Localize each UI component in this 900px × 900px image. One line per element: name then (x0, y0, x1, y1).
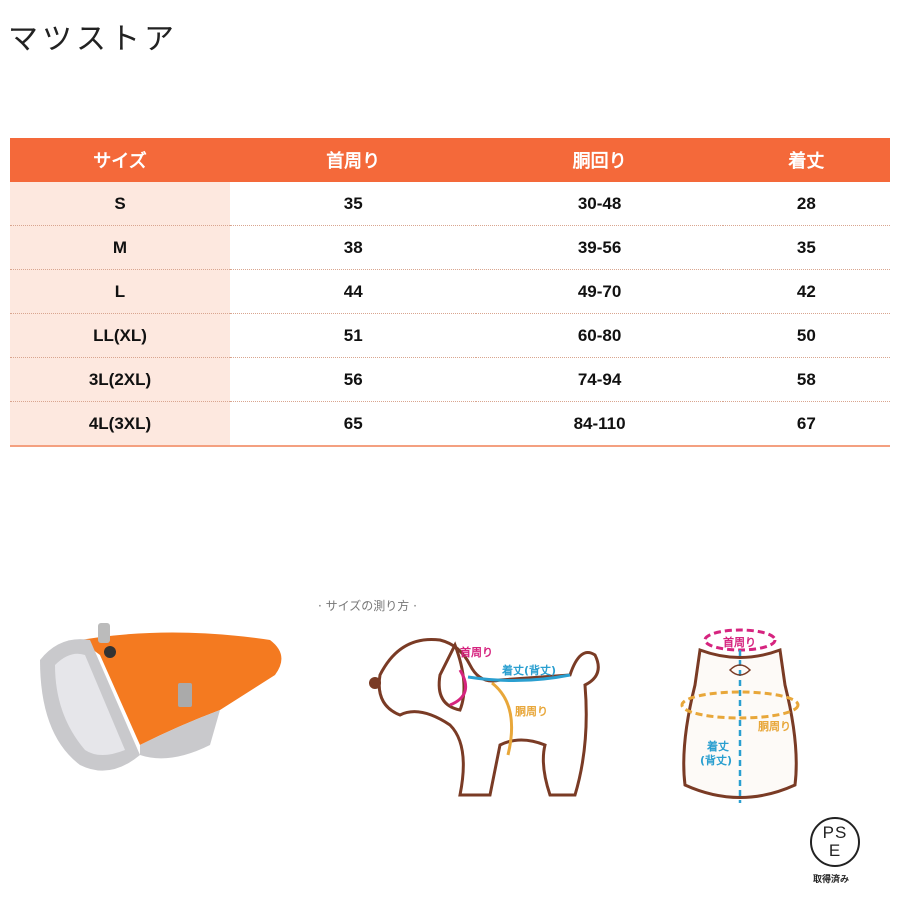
cell-length: 58 (722, 357, 890, 402)
garment-length-sub-label: (背丈) (700, 754, 733, 767)
table-row: LL(XL) 51 60-80 50 (10, 313, 890, 358)
cell-size: L (10, 269, 230, 314)
cell-chest: 49-70 (476, 269, 723, 314)
cell-length: 67 (722, 401, 890, 447)
pse-mark-text: PSE (822, 823, 848, 860)
cell-chest: 30-48 (476, 182, 723, 226)
cell-chest: 84-110 (476, 401, 723, 447)
cell-length: 50 (722, 313, 890, 358)
header-size: サイズ (10, 138, 230, 182)
cell-neck: 35 (230, 182, 477, 226)
cell-size: S (10, 182, 230, 226)
table-header: サイズ 首周り 胴回り 着丈 (10, 138, 890, 182)
dog-measure-diagram (369, 637, 600, 797)
pse-caption: 取得済み (813, 875, 850, 885)
dog-chest-label: 胴周り (515, 705, 548, 718)
cell-size: LL(XL) (10, 313, 230, 358)
brand-logo: マツストア (8, 22, 178, 57)
vest-product-image (40, 623, 282, 771)
table-row: 3L(2XL) 56 74-94 58 (10, 357, 890, 402)
cell-neck: 56 (230, 357, 477, 402)
garment-neck-label: 首周り (723, 636, 756, 649)
cell-size: 3L(2XL) (10, 357, 230, 402)
size-table: サイズ 首周り 胴回り 着丈 S 35 30-48 28 M 38 39-56 35 L 44 49… (10, 138, 890, 447)
pse-mark: PSE (810, 817, 860, 867)
header-neck: 首周り (230, 138, 477, 182)
table-row: M 38 39-56 35 (10, 225, 890, 270)
cell-length: 28 (722, 182, 890, 226)
table-row: L 44 49-70 42 (10, 269, 890, 314)
garment-measure-diagram (680, 628, 800, 803)
cell-chest: 60-80 (476, 313, 723, 358)
table-row: 4L(3XL) 65 84-110 67 (10, 401, 890, 447)
cell-neck: 65 (230, 401, 477, 447)
cell-length: 42 (722, 269, 890, 314)
header-length: 着丈 (722, 138, 890, 182)
cell-neck: 44 (230, 269, 477, 314)
cell-size: 4L(3XL) (10, 401, 230, 447)
garment-length-label: 着丈 (707, 740, 729, 753)
cell-chest: 39-56 (476, 225, 723, 270)
dog-neck-label: 首周り (460, 646, 493, 659)
garment-chest-label: 胴周り (758, 720, 791, 733)
cell-neck: 38 (230, 225, 477, 270)
dog-length-label: 着丈(背丈) (502, 664, 557, 677)
table-row: S 35 30-48 28 (10, 182, 890, 226)
cell-neck: 51 (230, 313, 477, 358)
cell-size: M (10, 225, 230, 270)
header-chest: 胴回り (476, 138, 723, 182)
cell-chest: 74-94 (476, 357, 723, 402)
cell-length: 35 (722, 225, 890, 270)
howto-title: · サイズの測り方 · (318, 599, 417, 613)
